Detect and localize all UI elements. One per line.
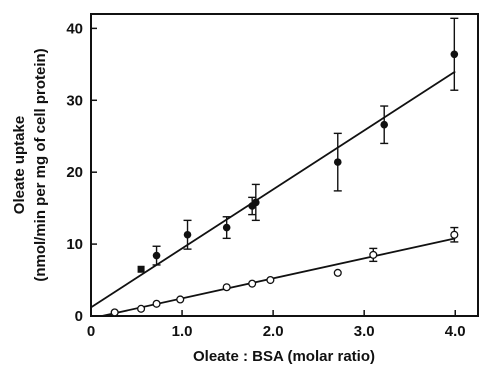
data-point-open bbox=[222, 283, 231, 292]
data-point-filled bbox=[450, 50, 459, 59]
plot-frame bbox=[90, 13, 479, 317]
y-axis-label-line1: Oleate uptake bbox=[11, 116, 28, 214]
x-tick-label: 0 bbox=[87, 323, 95, 340]
data-point-open bbox=[248, 279, 257, 288]
data-markers bbox=[110, 50, 459, 317]
data-point-open bbox=[152, 299, 161, 308]
x-tick-label: 2.0 bbox=[263, 323, 284, 340]
data-point-filled bbox=[333, 158, 342, 166]
data-point-open bbox=[176, 295, 185, 304]
data-point-open bbox=[369, 250, 378, 259]
y-axis-label-line2: (nmol/min per mg of cell protein) bbox=[32, 48, 49, 281]
data-point-open bbox=[450, 230, 459, 239]
x-tick-label: 3.0 bbox=[354, 323, 375, 340]
data-point-square bbox=[137, 265, 145, 273]
data-point-filled bbox=[222, 223, 231, 232]
x-axis-label: Oleate : BSA (molar ratio) bbox=[193, 348, 375, 365]
fit-line-series-1 bbox=[90, 70, 456, 309]
error-bars bbox=[152, 17, 459, 266]
y-tick-label: 10 bbox=[66, 236, 83, 253]
data-point-filled bbox=[252, 198, 260, 207]
data-point-filled bbox=[380, 120, 389, 129]
x-tick-label: 4.0 bbox=[445, 323, 466, 340]
fit-lines bbox=[90, 70, 456, 317]
y-tick-label: 20 bbox=[66, 164, 83, 181]
data-point-filled bbox=[152, 251, 161, 260]
y-tick-label: 40 bbox=[66, 20, 83, 37]
y-tick-label: 30 bbox=[66, 92, 83, 109]
data-point-open bbox=[266, 275, 275, 285]
x-tick-label: 1.0 bbox=[172, 323, 193, 340]
data-point-open bbox=[110, 308, 119, 317]
data-point-open bbox=[333, 268, 342, 277]
fit-line-series-2 bbox=[101, 237, 456, 317]
data-point-open bbox=[137, 304, 146, 313]
y-tick-label: 0 bbox=[75, 308, 83, 325]
axis-ticks: 0 1.0 2.0 3.0 4.0 0 10 20 30 40 bbox=[66, 20, 465, 340]
data-point-filled bbox=[183, 230, 192, 239]
